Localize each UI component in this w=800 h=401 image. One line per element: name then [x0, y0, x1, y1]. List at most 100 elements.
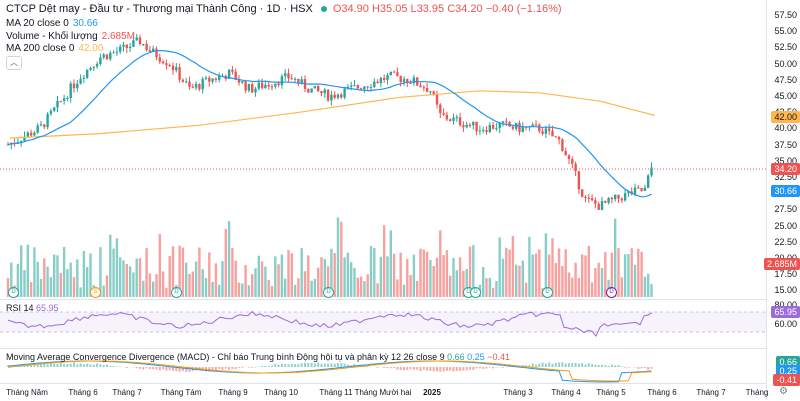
- macd-bar: [103, 365, 105, 367]
- volume-bar: [376, 283, 378, 297]
- macd-bar: [433, 367, 435, 371]
- volume-bar: [637, 249, 639, 297]
- price-tick: 57.50: [774, 10, 797, 20]
- volume-bar: [139, 258, 141, 297]
- volume-bar: [20, 245, 22, 297]
- volume-bars: [7, 217, 653, 297]
- candle-body: [43, 124, 45, 127]
- event-marker[interactable]: S: [90, 287, 101, 298]
- candle-body: [274, 84, 276, 87]
- candle-body: [324, 90, 326, 94]
- volume-bar: [235, 261, 237, 297]
- macd-bar: [644, 367, 646, 368]
- volume-bar: [185, 263, 187, 297]
- macd-bar: [429, 367, 431, 371]
- candle-body: [159, 57, 161, 61]
- volume-bar: [46, 267, 48, 297]
- price-tick: 22.50: [774, 237, 797, 247]
- volume-bar: [406, 259, 408, 297]
- volume-bar: [149, 274, 151, 297]
- candle-body: [119, 47, 121, 52]
- candle-body: [195, 84, 197, 88]
- candle-body: [604, 201, 606, 203]
- ma20-line: [8, 51, 652, 197]
- macd-bar: [60, 362, 62, 367]
- volume-bar: [489, 278, 491, 297]
- rsi-tag: 65.95: [771, 306, 800, 318]
- macd-bar: [57, 364, 59, 367]
- volume-bar: [591, 282, 593, 297]
- candle-body: [545, 128, 547, 133]
- chart-canvas[interactable]: [0, 0, 766, 383]
- symbol-legend[interactable]: CTCP Dệt may - Đầu tư - Thương mại Thành…: [6, 3, 562, 15]
- macd-bar: [420, 367, 422, 371]
- macd-bar: [311, 363, 313, 367]
- macd-bar: [591, 364, 593, 367]
- candle-body: [485, 130, 487, 132]
- event-marker[interactable]: D: [606, 287, 617, 298]
- macd-bar: [83, 364, 85, 367]
- candle-body: [79, 79, 81, 84]
- rsi-pane-divider[interactable]: [0, 299, 766, 300]
- volume-bar: [456, 270, 458, 297]
- volume-legend[interactable]: Volume - Khối lượng 2.685M: [6, 31, 135, 42]
- macd-bar: [235, 367, 237, 369]
- macd-bar: [410, 367, 412, 369]
- event-marker[interactable]: D: [8, 287, 19, 298]
- event-marker[interactable]: D: [542, 287, 553, 298]
- collapse-legend-button[interactable]: ︿: [6, 56, 22, 70]
- event-marker[interactable]: D: [470, 287, 481, 298]
- symbol-title[interactable]: CTCP Dệt may - Đầu tư - Thương mại Thành…: [6, 3, 313, 15]
- candle-body: [46, 114, 48, 127]
- volume-bar: [136, 259, 138, 297]
- macd-legend[interactable]: Moving Average Convergence Divergence (M…: [6, 352, 510, 362]
- ma20-legend[interactable]: MA 20 close 0 30.66: [6, 18, 98, 29]
- volume-bar: [459, 257, 461, 297]
- price-scale[interactable]: 57.5055.0052.5050.0047.5045.0042.5040.00…: [766, 0, 800, 400]
- ma200-legend[interactable]: MA 200 close 0 42.00: [6, 43, 103, 54]
- candle-body: [565, 151, 567, 155]
- candle-body: [541, 131, 543, 134]
- volume-bar: [86, 267, 88, 297]
- macd-pane-divider[interactable]: [0, 348, 766, 349]
- candle-body: [248, 84, 250, 91]
- candle-body: [479, 131, 481, 132]
- volume-bar: [40, 279, 42, 297]
- rsi-scale-60: 60.00: [774, 319, 797, 329]
- volume-bar: [271, 286, 273, 297]
- volume-bar: [165, 288, 167, 297]
- candle-body: [112, 52, 114, 53]
- macd-bar: [169, 367, 171, 370]
- candle-body: [611, 198, 613, 199]
- candle-body: [165, 63, 167, 65]
- macd-bar: [337, 363, 339, 367]
- candle-body: [76, 84, 78, 89]
- ma20-price-tag: 30.66: [771, 185, 800, 197]
- volume-bar: [621, 277, 623, 297]
- volume-bar: [155, 274, 157, 297]
- volume-bar: [419, 249, 421, 297]
- macd-bar: [136, 367, 138, 368]
- volume-bar: [400, 253, 402, 297]
- macd-bar: [449, 367, 451, 371]
- macd-bar: [443, 367, 445, 371]
- macd-bar: [614, 365, 616, 367]
- macd-bar: [225, 367, 227, 369]
- candle-body: [621, 199, 623, 201]
- volume-tag: 2.685M: [764, 258, 800, 270]
- volume-bar: [195, 262, 197, 297]
- volume-bar: [258, 256, 260, 297]
- rsi-legend[interactable]: RSI 14 65.95: [6, 303, 59, 313]
- price-tick: 25.00: [774, 221, 797, 231]
- macd-bar: [436, 367, 438, 371]
- volume-bar: [340, 222, 342, 297]
- candle-body: [357, 85, 359, 88]
- time-label: Tháng 11: [319, 388, 352, 397]
- event-marker[interactable]: D: [171, 287, 182, 298]
- volume-bar: [426, 252, 428, 297]
- macd-bar: [152, 367, 154, 369]
- settings-gear-icon[interactable]: ⚙: [779, 386, 788, 397]
- volume-bar: [584, 255, 586, 297]
- event-marker[interactable]: D: [323, 287, 334, 298]
